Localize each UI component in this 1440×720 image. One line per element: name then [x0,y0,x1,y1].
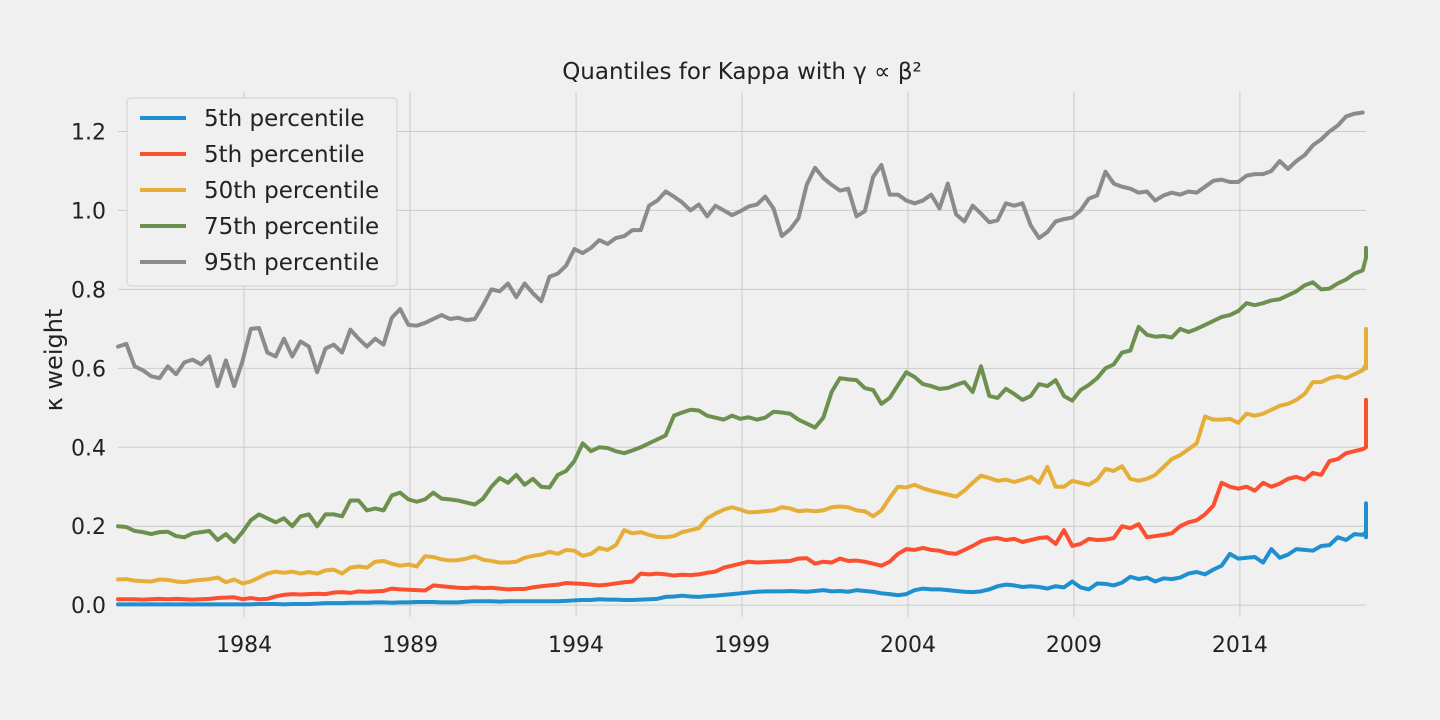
legend-label-1: 5th percentile [204,142,365,168]
legend-label-3: 75th percentile [204,214,379,240]
x-tick-label: 2014 [1212,633,1268,658]
x-tick-label: 1989 [382,633,438,658]
y-tick-label: 0.6 [71,357,106,382]
tick-labels: 0.0 0.2 0.4 0.6 0.8 1.0 1.2 1984 1989 1994 1999 200… [71,120,1268,658]
legend-frame [126,97,398,287]
series-line-3 [116,245,1368,544]
series-line-4 [116,110,1365,389]
y-tick-label: 1.2 [71,120,106,145]
series-line-1 [116,397,1368,602]
y-tick-label: 0.0 [71,594,106,619]
x-tick-label: 2004 [880,633,936,658]
y-axis-label: κ weight [40,309,68,412]
series-lines [116,110,1368,607]
series-line-0 [116,501,1368,607]
x-tick-label: 1999 [714,633,770,658]
legend-label-0: 5th percentile [204,106,365,132]
y-tick-label: 0.8 [71,278,106,303]
chart-title: Quantiles for Kappa with γ ∝ β² [562,59,922,85]
series-line-2 [116,326,1368,586]
x-tick-label: 1984 [216,633,272,658]
legend-label-4: 95th percentile [204,250,379,276]
y-tick-label: 1.0 [71,199,106,224]
legend-label-2: 50th percentile [204,178,379,204]
y-tick-label: 0.4 [71,436,106,461]
x-tick-label: 1994 [548,633,604,658]
legend: 5th percentile 5th percentile 50th percent… [126,97,398,287]
x-tick-label: 2009 [1046,633,1102,658]
y-tick-label: 0.2 [71,515,106,540]
